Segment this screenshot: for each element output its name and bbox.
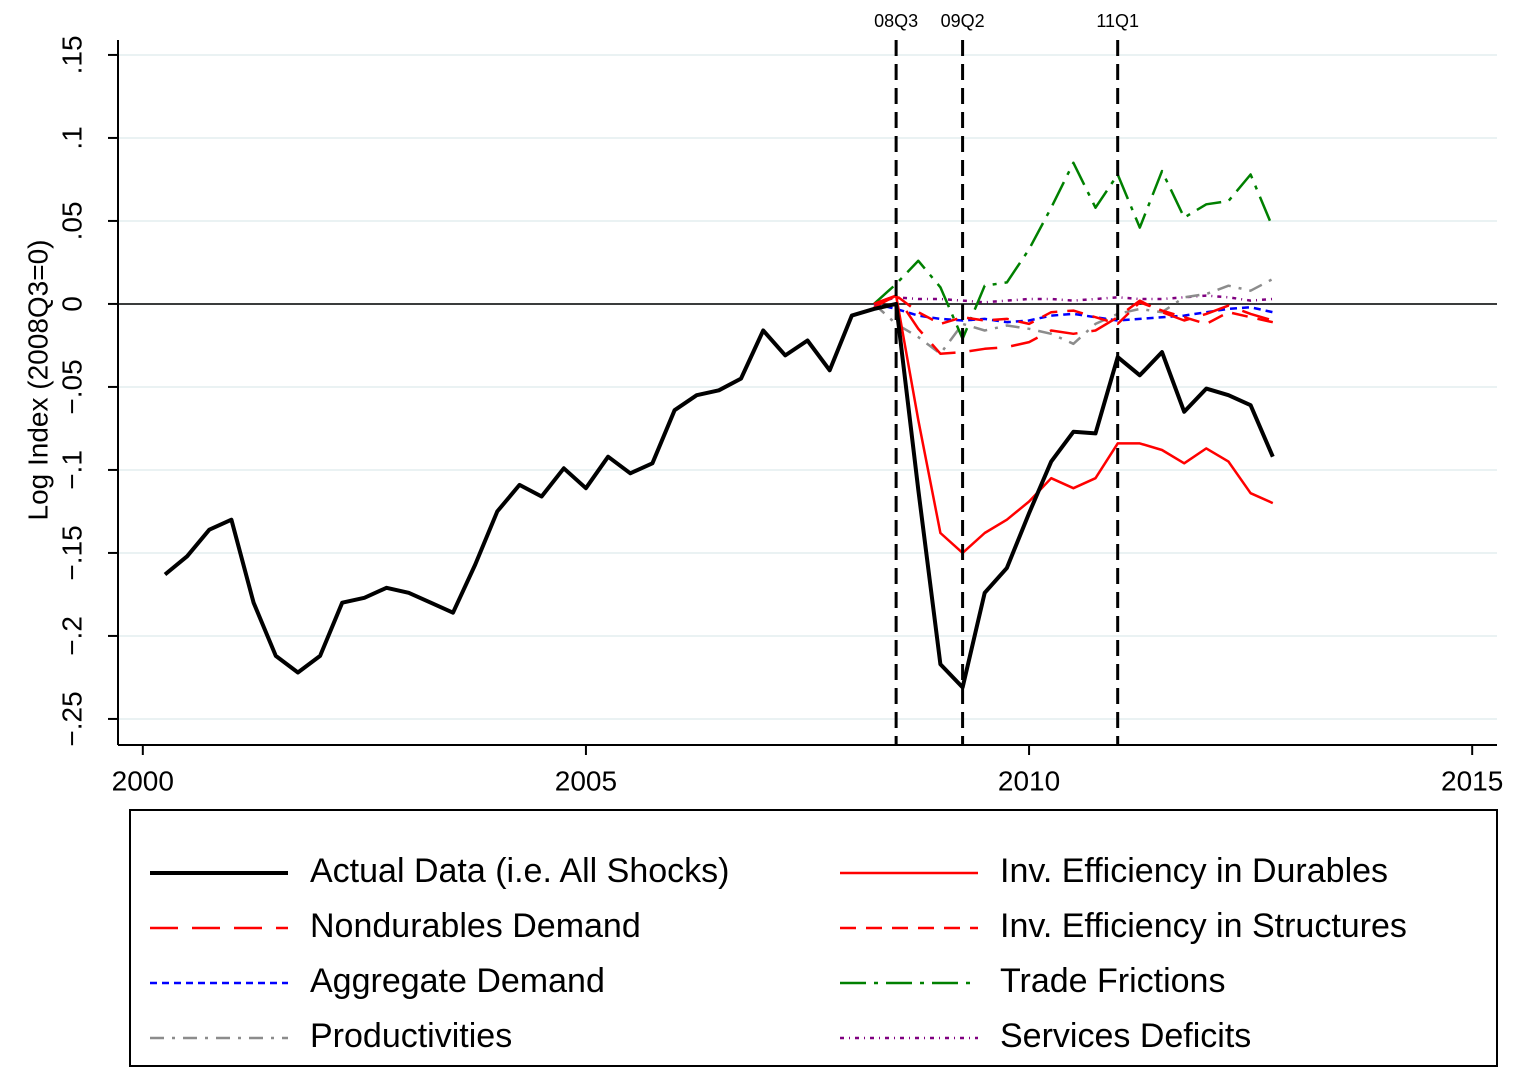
series-line [163, 301, 1275, 690]
y-tick-label: .15 [56, 35, 87, 74]
y-tick-label: .1 [56, 126, 87, 149]
series-line [873, 161, 1274, 341]
series-line [873, 294, 1274, 326]
legend-label: Aggregate Demand [310, 962, 605, 1000]
y-tick-label: −.25 [56, 691, 87, 746]
y-tick-label: 0 [56, 296, 87, 312]
y-tick-label: −.1 [56, 450, 87, 490]
series-line [873, 294, 1273, 306]
event-label: 08Q3 [874, 11, 918, 31]
x-tick-label: 2015 [1441, 765, 1503, 796]
legend-label: Inv. Efficiency in Durables [1000, 852, 1388, 890]
series-line [873, 294, 1274, 355]
series-line [873, 277, 1274, 355]
event-label: 11Q1 [1096, 11, 1139, 31]
y-tick-label: −.15 [56, 525, 87, 580]
event-label: 09Q2 [941, 11, 985, 31]
y-tick-label: −.05 [56, 359, 87, 414]
legend-label: Inv. Efficiency in Structures [1000, 907, 1407, 945]
legend-label: Services Deficits [1000, 1017, 1251, 1055]
y-tick-label: −.2 [56, 616, 87, 656]
legend-box [129, 809, 1498, 1067]
y-axis-label: Log Index (2008Q3=0) [22, 240, 53, 521]
y-tick-label: .05 [56, 201, 87, 240]
x-tick-label: 2005 [555, 765, 617, 796]
series-line [873, 294, 1274, 555]
x-tick-label: 2000 [112, 765, 174, 796]
series-line [873, 302, 1274, 324]
legend-label: Trade Frictions [1000, 962, 1225, 1000]
legend-label: Actual Data (i.e. All Shocks) [310, 852, 730, 890]
legend-label: Productivities [310, 1017, 512, 1055]
legend-label: Nondurables Demand [310, 907, 641, 945]
x-tick-label: 2010 [998, 765, 1060, 796]
